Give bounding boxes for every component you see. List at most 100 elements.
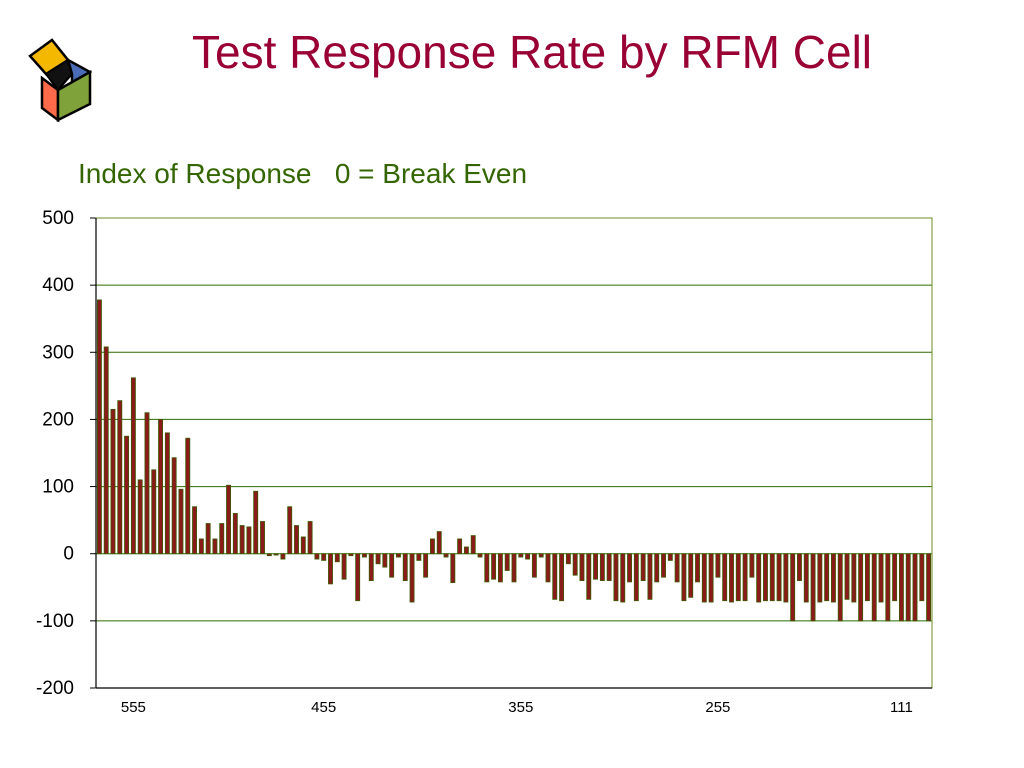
bar — [763, 553, 768, 602]
bar — [321, 553, 327, 561]
y-tick-label: 100 — [42, 477, 74, 498]
bar — [851, 553, 857, 603]
bar — [192, 506, 197, 555]
bar — [797, 553, 802, 581]
bar — [613, 553, 619, 602]
bar — [266, 553, 272, 557]
bar — [137, 479, 143, 555]
bar — [130, 377, 136, 555]
bar — [253, 490, 259, 555]
bar — [844, 553, 850, 600]
bar — [491, 553, 497, 580]
bar — [110, 408, 116, 555]
bar — [898, 553, 904, 622]
bar — [647, 553, 653, 600]
bar — [226, 484, 231, 555]
bar — [463, 546, 469, 555]
bar — [171, 457, 177, 555]
bar — [429, 538, 435, 555]
bar — [124, 435, 130, 555]
bar — [708, 553, 714, 603]
x-tick-label: 111 — [890, 699, 913, 716]
y-tick-label: -100 — [36, 611, 74, 632]
bar — [633, 553, 639, 602]
gridlines — [96, 217, 932, 689]
bar — [158, 419, 164, 555]
bar — [926, 553, 932, 622]
logo-right-face — [56, 69, 92, 123]
bar — [368, 553, 374, 581]
bar — [831, 553, 836, 603]
bar — [531, 553, 537, 578]
bar — [579, 553, 585, 581]
bar — [681, 553, 687, 602]
y-tick-label: 500 — [42, 208, 74, 229]
bar — [756, 553, 762, 603]
bar — [382, 553, 388, 568]
bar — [790, 553, 796, 622]
bar — [205, 523, 211, 555]
axes — [90, 217, 933, 689]
bar — [389, 553, 395, 578]
bar — [667, 553, 673, 561]
bar — [219, 523, 225, 555]
bar — [674, 553, 680, 583]
bars — [96, 299, 932, 622]
y-tick-label: 200 — [42, 409, 74, 430]
bar — [362, 553, 367, 558]
bar — [96, 299, 102, 555]
bar — [341, 553, 347, 580]
bar — [824, 553, 830, 602]
y-tick-labels: -200 -100 0 100 200 300 400 500 — [36, 208, 74, 699]
bar — [735, 553, 741, 602]
bar — [164, 432, 170, 555]
bar — [722, 553, 728, 602]
bar — [905, 553, 911, 622]
bar — [538, 553, 544, 558]
bar — [409, 553, 415, 603]
bar — [545, 553, 551, 583]
y-tick-label: -200 — [36, 678, 74, 699]
bar — [858, 553, 864, 622]
bar — [239, 525, 245, 555]
bar — [443, 553, 449, 558]
bar — [355, 553, 361, 602]
bar — [885, 553, 891, 622]
bar — [688, 553, 694, 598]
bar — [572, 553, 578, 576]
cube-logo-icon — [28, 38, 93, 123]
y-tick-label: 300 — [42, 342, 74, 363]
bar — [287, 506, 293, 555]
bar — [871, 553, 877, 622]
bar — [450, 553, 456, 583]
plot-border — [95, 217, 933, 689]
bar — [817, 553, 823, 603]
bar — [552, 553, 558, 600]
bar — [599, 553, 605, 581]
page-title: Test Response Rate by RFM Cell — [192, 26, 873, 78]
bar — [878, 553, 884, 603]
bar — [504, 553, 510, 571]
bar — [273, 553, 279, 556]
bar — [701, 553, 707, 603]
bar — [892, 553, 898, 602]
bar — [919, 553, 925, 602]
y-tick-label: 400 — [42, 275, 74, 296]
bar — [212, 538, 218, 555]
bar — [593, 553, 599, 580]
bar — [334, 553, 340, 563]
x-tick-label: 255 — [705, 699, 730, 716]
bar — [396, 553, 401, 558]
bar — [416, 553, 422, 561]
bar — [300, 536, 306, 555]
x-tick-label: 455 — [311, 699, 336, 716]
bar — [314, 553, 320, 560]
bar — [436, 531, 442, 555]
bar — [402, 553, 408, 581]
bar — [470, 535, 476, 555]
bar — [695, 553, 700, 583]
bar — [661, 553, 666, 578]
y-tick-label: 0 — [63, 544, 74, 565]
bar — [729, 553, 734, 603]
